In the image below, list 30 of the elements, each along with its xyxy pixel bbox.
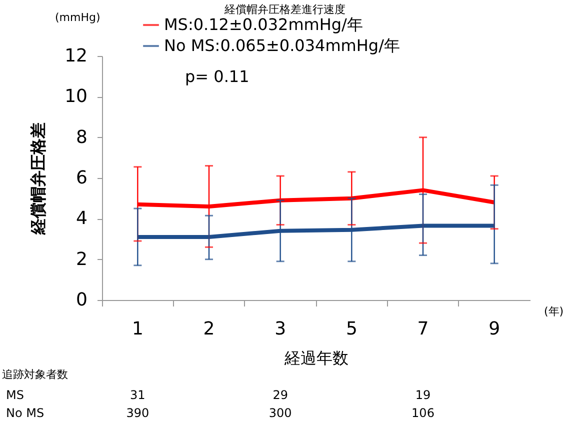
text: (年): [544, 305, 564, 318]
x-tick-label: 2: [203, 318, 215, 340]
chart-title: 経償帽弁圧格差進行速度: [224, 3, 346, 16]
x-tick-label: 1: [132, 318, 144, 340]
x-tick-label: 3: [274, 318, 286, 340]
x-tick-label: 7: [417, 318, 429, 340]
y-tick-label: 4: [76, 208, 88, 230]
text: 追跡対象者数: [2, 368, 68, 381]
y-axis-title: 経償帽弁圧格差: [28, 122, 48, 236]
x-tick-label: 9: [488, 318, 500, 340]
x-tick-label: 5: [346, 318, 358, 340]
y-tick-label: 8: [76, 126, 88, 148]
text: (mmHg): [55, 11, 100, 24]
text: 300: [268, 406, 292, 420]
annotation: p= 0.11: [185, 67, 250, 86]
text: 106: [412, 406, 434, 420]
y-tick-label: 12: [64, 46, 88, 66]
text: 29: [272, 388, 288, 402]
y-tick-label: 6: [76, 168, 88, 188]
legend-label: MS:0.12±0.032mmHg/年: [164, 15, 363, 34]
legend-label: No MS:0.065±0.034mmHg/年: [164, 36, 400, 55]
y-tick-label: 2: [76, 248, 88, 270]
text: 390: [126, 406, 150, 420]
y-tick-label: 0: [76, 290, 88, 310]
y-tick-label: 10: [64, 86, 88, 108]
x-axis-title: 経過年数: [284, 348, 348, 368]
text: 31: [130, 388, 146, 402]
text: No MS: [6, 406, 44, 420]
text: MS: [6, 388, 24, 402]
text: 19: [415, 388, 431, 402]
